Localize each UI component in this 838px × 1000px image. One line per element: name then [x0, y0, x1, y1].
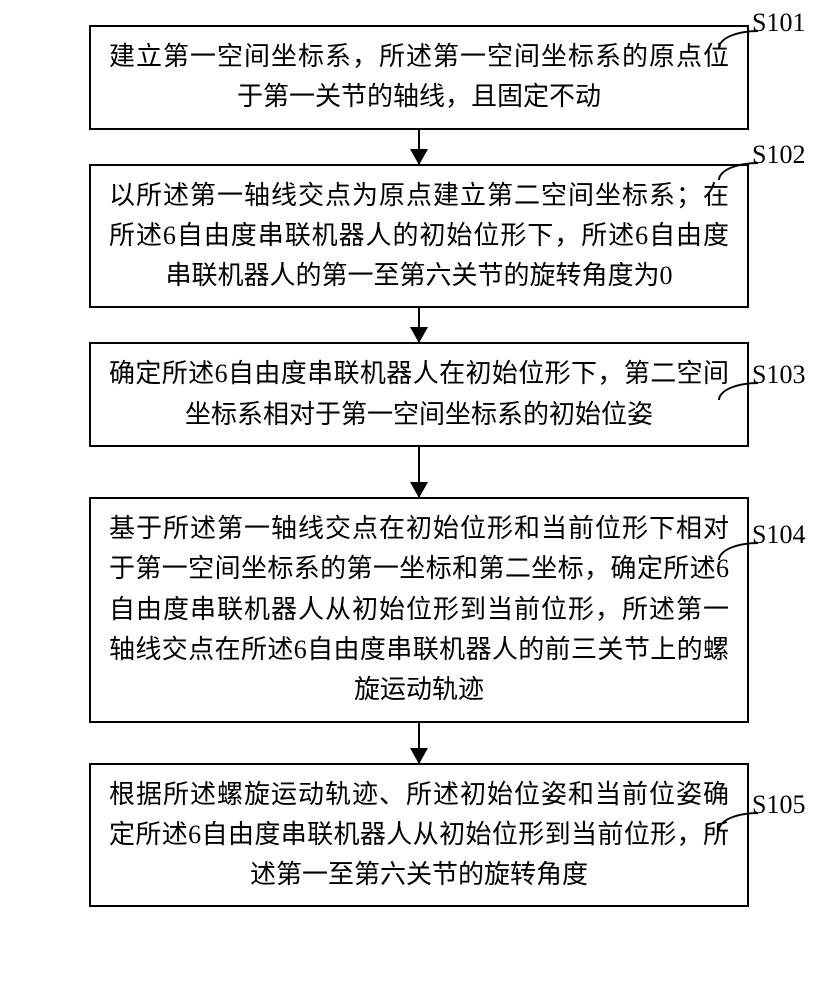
- flowchart-container: S101 建立第一空间坐标系，所述第一空间坐标系的原点位于第一关节的轴线，且固定…: [0, 0, 838, 1000]
- flow-arrow: [418, 723, 420, 763]
- flowchart-step-s104: 基于所述第一轴线交点在初始位形和当前位形下相对于第一空间坐标系的第一坐标和第二坐…: [89, 497, 749, 722]
- step-text: 基于所述第一轴线交点在初始位形和当前位形下相对于第一空间坐标系的第一坐标和第二坐…: [109, 509, 729, 710]
- step-label-s102: S102: [752, 140, 805, 170]
- flowchart-step-s101: 建立第一空间坐标系，所述第一空间坐标系的原点位于第一关节的轴线，且固定不动: [89, 25, 749, 130]
- step-text: 确定所述6自由度串联机器人在初始位形下，第二空间坐标系相对于第一空间坐标系的初始…: [109, 354, 729, 435]
- flowchart-step-s102: 以所述第一轴线交点为原点建立第二空间坐标系；在所述6自由度串联机器人的初始位形下…: [89, 164, 749, 309]
- flow-arrow: [418, 130, 420, 164]
- step-label-s105: S105: [752, 790, 805, 820]
- flowchart-step-s105: 根据所述螺旋运动轨迹、所述初始位姿和当前位姿确定所述6自由度串联机器人从初始位形…: [89, 763, 749, 908]
- flow-arrow: [418, 308, 420, 342]
- step-label-s104: S104: [752, 520, 805, 550]
- step-label-s101: S101: [752, 8, 805, 38]
- step-text: 建立第一空间坐标系，所述第一空间坐标系的原点位于第一关节的轴线，且固定不动: [109, 37, 729, 118]
- step-label-s103: S103: [752, 360, 805, 390]
- step-text: 根据所述螺旋运动轨迹、所述初始位姿和当前位姿确定所述6自由度串联机器人从初始位形…: [109, 775, 729, 896]
- flowchart-step-s103: 确定所述6自由度串联机器人在初始位形下，第二空间坐标系相对于第一空间坐标系的初始…: [89, 342, 749, 447]
- flow-arrow: [418, 447, 420, 497]
- step-text: 以所述第一轴线交点为原点建立第二空间坐标系；在所述6自由度串联机器人的初始位形下…: [109, 176, 729, 297]
